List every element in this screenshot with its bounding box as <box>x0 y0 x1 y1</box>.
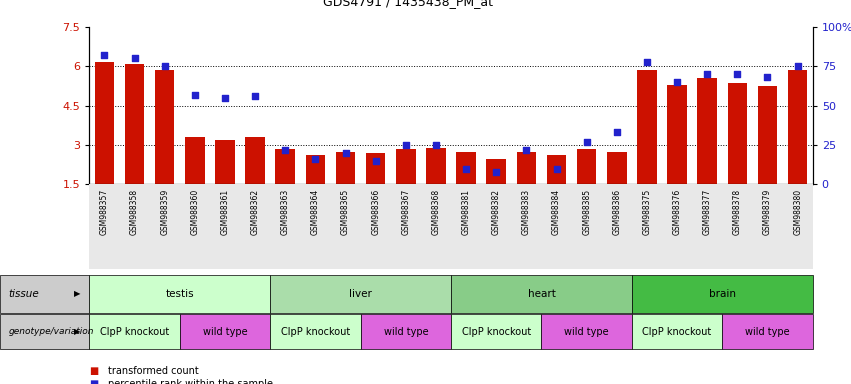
Bar <box>456 152 476 223</box>
Bar <box>577 149 597 223</box>
Text: GSM988382: GSM988382 <box>492 189 500 235</box>
Bar <box>788 70 808 223</box>
Text: GSM988376: GSM988376 <box>672 189 682 235</box>
Text: percentile rank within the sample: percentile rank within the sample <box>108 379 273 384</box>
Text: wild type: wild type <box>564 327 609 337</box>
Text: GSM988367: GSM988367 <box>402 189 410 235</box>
Point <box>188 91 202 98</box>
Point <box>248 93 262 99</box>
Text: heart: heart <box>528 289 556 299</box>
Text: GSM988378: GSM988378 <box>733 189 742 235</box>
Text: GSM988361: GSM988361 <box>220 189 230 235</box>
Text: GSM988380: GSM988380 <box>793 189 802 235</box>
Point <box>368 158 382 164</box>
Point <box>640 58 654 65</box>
Text: tissue: tissue <box>9 289 39 299</box>
Text: GSM988368: GSM988368 <box>431 189 441 235</box>
Bar <box>757 86 777 223</box>
Text: GSM988375: GSM988375 <box>643 189 651 235</box>
Bar <box>396 149 415 223</box>
Point <box>580 139 593 145</box>
Text: ▶: ▶ <box>74 289 81 298</box>
Point <box>671 79 684 85</box>
Point <box>489 169 503 175</box>
Text: ClpP knockout: ClpP knockout <box>643 327 711 337</box>
Text: GSM988365: GSM988365 <box>341 189 350 235</box>
Text: GSM988358: GSM988358 <box>130 189 139 235</box>
Point <box>520 147 534 153</box>
Text: GSM988379: GSM988379 <box>763 189 772 235</box>
Point <box>278 147 292 153</box>
Text: transformed count: transformed count <box>108 366 199 376</box>
Text: wild type: wild type <box>745 327 790 337</box>
Point <box>429 142 443 148</box>
Point <box>791 63 804 70</box>
Text: GSM988360: GSM988360 <box>191 189 199 235</box>
Point <box>98 52 111 58</box>
Text: ■: ■ <box>89 366 99 376</box>
Text: GSM988366: GSM988366 <box>371 189 380 235</box>
Point <box>399 142 413 148</box>
Bar <box>276 149 295 223</box>
Text: ▶: ▶ <box>74 327 81 336</box>
Bar <box>245 137 265 223</box>
Bar <box>667 84 687 223</box>
Point <box>460 166 473 172</box>
Text: GSM988364: GSM988364 <box>311 189 320 235</box>
Point <box>158 63 172 70</box>
Text: GSM988377: GSM988377 <box>703 189 711 235</box>
Bar <box>336 152 356 223</box>
Text: GSM988386: GSM988386 <box>613 189 621 235</box>
Bar <box>125 64 145 223</box>
Text: GSM988362: GSM988362 <box>251 189 260 235</box>
Bar <box>487 159 506 223</box>
Point <box>700 71 714 77</box>
Text: liver: liver <box>349 289 372 299</box>
Bar <box>185 137 204 223</box>
Text: genotype/variation: genotype/variation <box>9 327 94 336</box>
Bar <box>637 70 657 223</box>
Text: GSM988359: GSM988359 <box>160 189 169 235</box>
Text: GSM988357: GSM988357 <box>100 189 109 235</box>
Text: wild type: wild type <box>203 327 248 337</box>
Text: ClpP knockout: ClpP knockout <box>281 327 350 337</box>
Text: GSM988384: GSM988384 <box>552 189 561 235</box>
Bar <box>426 147 446 223</box>
FancyBboxPatch shape <box>89 184 813 269</box>
Bar <box>215 140 235 223</box>
Text: ClpP knockout: ClpP knockout <box>461 327 531 337</box>
Point <box>339 150 352 156</box>
Text: GSM988385: GSM988385 <box>582 189 591 235</box>
Text: brain: brain <box>709 289 736 299</box>
Bar <box>607 152 626 223</box>
Point <box>550 166 563 172</box>
Point <box>761 74 774 80</box>
Point <box>309 156 323 162</box>
Bar <box>698 78 717 223</box>
Bar <box>94 62 114 223</box>
Bar <box>366 153 386 223</box>
Bar <box>728 83 747 223</box>
Text: GSM988383: GSM988383 <box>522 189 531 235</box>
Text: GSM988363: GSM988363 <box>281 189 289 235</box>
Point <box>218 95 231 101</box>
Bar <box>546 156 566 223</box>
Text: testis: testis <box>165 289 194 299</box>
Point <box>730 71 744 77</box>
Point <box>610 129 624 136</box>
Text: ClpP knockout: ClpP knockout <box>100 327 169 337</box>
Text: GSM988381: GSM988381 <box>461 189 471 235</box>
Text: ■: ■ <box>89 379 99 384</box>
Text: wild type: wild type <box>384 327 428 337</box>
Bar <box>155 70 174 223</box>
Text: GDS4791 / 1435438_PM_at: GDS4791 / 1435438_PM_at <box>323 0 494 8</box>
Bar <box>517 152 536 223</box>
Bar <box>306 155 325 223</box>
Point <box>128 55 141 61</box>
